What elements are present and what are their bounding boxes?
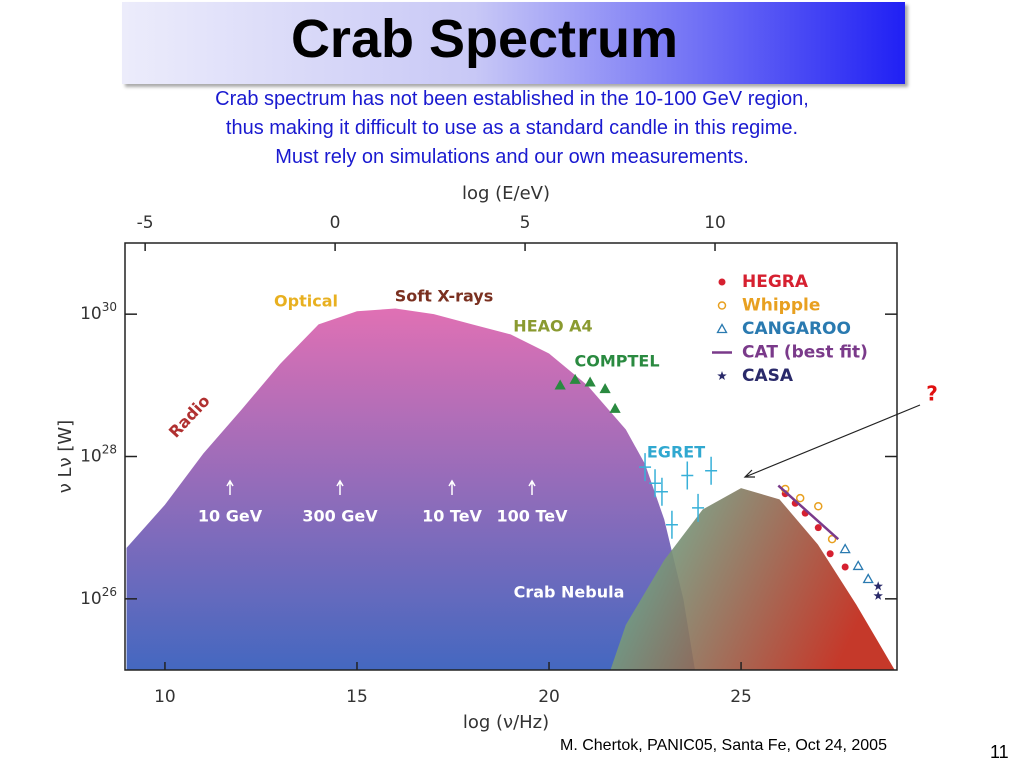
y-tick-exponent: 26: [102, 584, 117, 598]
energy-arrow: [528, 479, 536, 495]
x-axis-label: log (ν/Hz): [463, 712, 549, 733]
y-tick-label: 1030: [80, 300, 117, 325]
spectrum-area: [126, 308, 695, 670]
legend-swatch: [718, 278, 726, 286]
footer: M. Chertok, PANIC05, Santa Fe, Oct 24, 2…: [560, 737, 887, 754]
annotation: HEAO A4: [513, 317, 592, 336]
legend-label: HEGRA: [742, 272, 809, 292]
annotation: EGRET: [647, 443, 705, 462]
y-axis-label: ν Lν [W]: [55, 420, 76, 493]
x2-tick-label: 0: [330, 213, 341, 233]
data-point: [655, 477, 668, 506]
annotation: 300 GeV: [302, 507, 378, 526]
fit-line: [777, 484, 840, 541]
x2-tick-label: 10: [704, 213, 726, 233]
energy-arrow: [226, 479, 234, 495]
annotation: 100 TeV: [497, 507, 569, 526]
legend-swatch: [717, 371, 727, 381]
legend-label: Whipple: [742, 296, 820, 316]
legend-label: CANGAROO: [742, 319, 851, 339]
data-point: [841, 563, 849, 571]
data-point: [584, 376, 596, 387]
x-tick-label: 15: [346, 687, 368, 707]
data-point: [639, 453, 652, 482]
data-point: [681, 461, 694, 490]
page-number: 11: [990, 742, 1009, 762]
y-tick-base: 10: [80, 447, 102, 467]
y-tick-base: 10: [80, 589, 102, 609]
data-point: [649, 469, 662, 498]
spectrum-area: [610, 488, 895, 670]
subtitle-line: Must rely on simulations and our own mea…: [275, 146, 749, 168]
data-point: [814, 501, 823, 511]
data-point: [827, 534, 837, 544]
data-point: [839, 543, 851, 554]
x2-axis-label: log (E/eV): [462, 183, 550, 204]
title-box: [122, 2, 905, 84]
legend-label: CAT (best fit): [742, 343, 868, 363]
data-point: [873, 581, 883, 591]
data-point: [569, 373, 581, 384]
y-tick-exponent: 28: [102, 442, 117, 456]
data-point: [852, 560, 864, 571]
x-tick-label: 20: [538, 687, 560, 707]
data-point: [665, 510, 678, 539]
data-point: [705, 456, 718, 485]
y-tick-base: 10: [80, 304, 102, 324]
data-point: [692, 493, 705, 522]
annotation: 10 GeV: [198, 507, 263, 526]
subtitle-line: thus making it difficult to use as a sta…: [225, 117, 799, 139]
data-point: [873, 590, 883, 600]
annotation: Crab Nebula: [514, 583, 625, 602]
data-point: [826, 550, 834, 558]
annotation: Optical: [274, 292, 338, 311]
legend-swatch: [716, 323, 728, 334]
data-point: [814, 524, 822, 532]
y-tick-label: 1026: [80, 584, 117, 609]
y-tick-label: 1028: [80, 442, 117, 467]
x-tick-label: 10: [154, 687, 176, 707]
x-tick-label: 25: [730, 687, 752, 707]
question-arrow: [743, 404, 921, 478]
data-point: [554, 379, 566, 390]
slide-title: Crab Spectrum: [290, 9, 679, 69]
y-tick-exponent: 30: [102, 300, 117, 314]
annotation: Soft X-rays: [395, 287, 494, 306]
data-point: [599, 383, 611, 394]
legend-swatch: [717, 301, 727, 310]
energy-arrow: [448, 479, 456, 495]
legend-label: CASA: [742, 366, 794, 386]
annotation: 10 TeV: [422, 507, 482, 526]
x2-tick-label: -5: [137, 213, 154, 233]
data-point: [862, 573, 874, 584]
data-point: [609, 402, 621, 413]
x2-tick-label: 5: [520, 213, 531, 233]
data-point: [795, 493, 805, 503]
annotation: COMPTEL: [574, 352, 659, 371]
annotation: ?: [926, 382, 938, 406]
energy-arrow: [336, 479, 344, 495]
subtitle-line: Crab spectrum has not been established i…: [215, 88, 809, 110]
